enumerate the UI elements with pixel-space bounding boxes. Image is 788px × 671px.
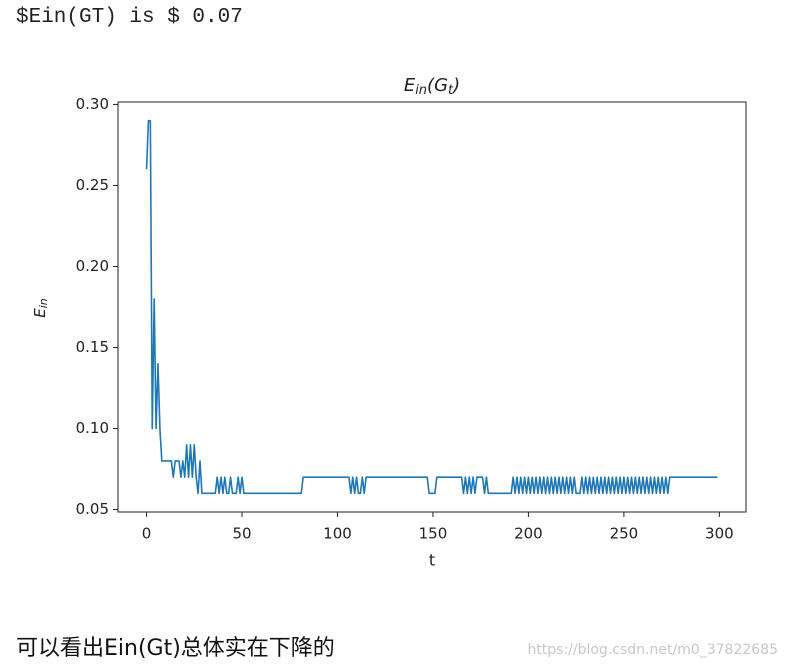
data-line bbox=[145, 119, 718, 495]
x-tick-label: 300 bbox=[705, 525, 734, 543]
y-tick-label: 0.05 bbox=[76, 500, 109, 518]
title-part: (G bbox=[427, 75, 448, 96]
output-text: $Ein(GT) is $ 0.07 bbox=[16, 6, 243, 29]
x-tick-label: 150 bbox=[419, 525, 448, 543]
ylabel-part: in bbox=[37, 298, 50, 308]
x-tick-label: 100 bbox=[323, 525, 352, 543]
plot-frame bbox=[117, 101, 747, 513]
x-axis-label: t bbox=[429, 551, 435, 570]
title-part: E bbox=[404, 75, 416, 96]
ylabel-part: E bbox=[31, 308, 49, 318]
y-tick-label: 0.20 bbox=[76, 257, 109, 275]
watermark: https://blog.csdn.net/m0_37822685 bbox=[527, 642, 778, 658]
title-part: t bbox=[448, 83, 454, 98]
caption: 可以看出Ein(Gt)总体实在下降的 bbox=[16, 636, 335, 661]
y-tick-label: 0.10 bbox=[76, 419, 109, 437]
y-tick-label: 0.30 bbox=[76, 95, 109, 113]
title-part: ) bbox=[451, 75, 460, 96]
x-tick-label: 200 bbox=[514, 525, 543, 543]
chart-title: Ein(Gt) bbox=[404, 75, 460, 98]
x-tick-label: 250 bbox=[610, 525, 639, 543]
y-axis-label: Ein bbox=[31, 298, 51, 318]
title-part: in bbox=[415, 83, 427, 98]
y-tick-label: 0.25 bbox=[76, 176, 109, 194]
x-tick-label: 0 bbox=[142, 525, 152, 543]
y-tick-label: 0.15 bbox=[76, 338, 109, 356]
x-tick-label: 50 bbox=[232, 525, 251, 543]
